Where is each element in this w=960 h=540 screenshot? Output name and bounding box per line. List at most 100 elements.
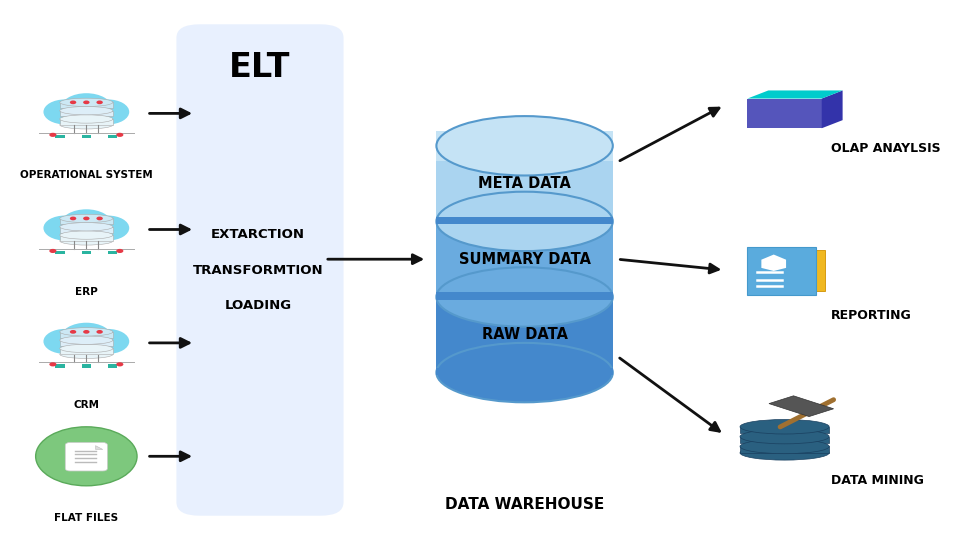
Circle shape bbox=[116, 133, 124, 137]
Circle shape bbox=[116, 249, 124, 253]
Bar bbox=[437, 293, 612, 300]
Circle shape bbox=[84, 217, 89, 220]
Text: CRM: CRM bbox=[73, 400, 99, 410]
Circle shape bbox=[84, 100, 89, 104]
Circle shape bbox=[86, 99, 130, 124]
Bar bbox=[60, 111, 113, 117]
Polygon shape bbox=[748, 90, 843, 98]
Text: ELT: ELT bbox=[229, 51, 291, 84]
FancyBboxPatch shape bbox=[783, 250, 826, 291]
Ellipse shape bbox=[60, 336, 113, 345]
Bar bbox=[740, 447, 829, 453]
Ellipse shape bbox=[740, 429, 829, 444]
Bar bbox=[82, 364, 91, 368]
Bar bbox=[108, 134, 117, 138]
Bar bbox=[56, 134, 65, 138]
Bar bbox=[437, 217, 612, 224]
Ellipse shape bbox=[60, 222, 113, 231]
Bar bbox=[60, 348, 113, 354]
Circle shape bbox=[60, 210, 112, 239]
Circle shape bbox=[43, 329, 86, 354]
Bar bbox=[108, 251, 117, 254]
Ellipse shape bbox=[437, 192, 612, 251]
Circle shape bbox=[96, 100, 103, 104]
Ellipse shape bbox=[60, 115, 113, 123]
Bar bbox=[60, 227, 113, 233]
Ellipse shape bbox=[740, 446, 829, 460]
Circle shape bbox=[84, 330, 89, 334]
Bar bbox=[108, 364, 117, 368]
Ellipse shape bbox=[437, 343, 612, 402]
Ellipse shape bbox=[437, 267, 612, 327]
Bar bbox=[740, 437, 829, 443]
Bar bbox=[56, 364, 65, 368]
Ellipse shape bbox=[60, 98, 113, 106]
Bar bbox=[437, 297, 612, 373]
Ellipse shape bbox=[60, 328, 113, 336]
Circle shape bbox=[70, 330, 76, 334]
Polygon shape bbox=[761, 254, 786, 271]
Circle shape bbox=[80, 106, 116, 127]
Bar bbox=[60, 235, 113, 241]
Circle shape bbox=[96, 217, 103, 220]
Text: TRANSFORMTION: TRANSFORMTION bbox=[193, 264, 324, 276]
Polygon shape bbox=[769, 396, 833, 416]
Polygon shape bbox=[748, 98, 822, 128]
Ellipse shape bbox=[740, 439, 829, 454]
Ellipse shape bbox=[60, 350, 113, 359]
Bar bbox=[56, 251, 65, 254]
FancyBboxPatch shape bbox=[747, 247, 816, 295]
Text: ERP: ERP bbox=[75, 287, 98, 296]
Polygon shape bbox=[96, 446, 103, 449]
FancyBboxPatch shape bbox=[177, 24, 344, 516]
Bar bbox=[437, 368, 612, 375]
Bar bbox=[437, 221, 612, 297]
Bar bbox=[60, 340, 113, 346]
Circle shape bbox=[57, 106, 93, 127]
Circle shape bbox=[36, 427, 137, 486]
Circle shape bbox=[70, 100, 76, 104]
Circle shape bbox=[86, 329, 130, 354]
Ellipse shape bbox=[60, 231, 113, 239]
Text: DATA WAREHOUSE: DATA WAREHOUSE bbox=[445, 497, 604, 512]
Circle shape bbox=[49, 249, 57, 253]
Circle shape bbox=[49, 362, 57, 367]
Ellipse shape bbox=[60, 345, 113, 353]
Circle shape bbox=[116, 362, 124, 367]
Ellipse shape bbox=[60, 237, 113, 245]
Circle shape bbox=[57, 222, 93, 244]
Ellipse shape bbox=[60, 214, 113, 222]
Circle shape bbox=[70, 217, 76, 220]
Bar bbox=[437, 146, 612, 221]
Circle shape bbox=[80, 222, 116, 244]
Bar bbox=[437, 131, 612, 160]
Text: LOADING: LOADING bbox=[225, 299, 292, 312]
Text: EXTARCTION: EXTARCTION bbox=[211, 228, 305, 241]
Ellipse shape bbox=[437, 116, 612, 176]
Ellipse shape bbox=[740, 420, 829, 434]
Text: OPERATIONAL SYSTEM: OPERATIONAL SYSTEM bbox=[20, 171, 153, 180]
Ellipse shape bbox=[60, 120, 113, 129]
Text: RAW DATA: RAW DATA bbox=[482, 327, 567, 342]
Bar bbox=[740, 427, 829, 433]
Text: DATA MINING: DATA MINING bbox=[831, 474, 924, 487]
Bar bbox=[60, 219, 113, 224]
Circle shape bbox=[96, 330, 103, 334]
Bar bbox=[60, 119, 113, 125]
Circle shape bbox=[43, 215, 86, 240]
Bar bbox=[60, 332, 113, 338]
Text: FLAT FILES: FLAT FILES bbox=[55, 514, 118, 523]
Circle shape bbox=[43, 99, 86, 124]
Bar bbox=[82, 134, 91, 138]
Text: SUMMARY DATA: SUMMARY DATA bbox=[459, 252, 590, 267]
Bar bbox=[82, 251, 91, 254]
Text: REPORTING: REPORTING bbox=[831, 309, 912, 322]
Circle shape bbox=[86, 215, 130, 240]
Polygon shape bbox=[822, 90, 843, 128]
Circle shape bbox=[49, 133, 57, 137]
Bar bbox=[60, 103, 113, 108]
Circle shape bbox=[57, 336, 93, 357]
Ellipse shape bbox=[60, 106, 113, 115]
FancyBboxPatch shape bbox=[65, 443, 108, 471]
Circle shape bbox=[60, 323, 112, 353]
